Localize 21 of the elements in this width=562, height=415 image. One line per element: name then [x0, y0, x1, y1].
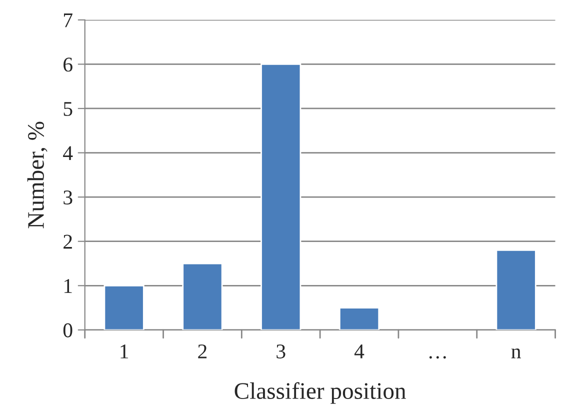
y-tick-label: 4 [63, 146, 73, 160]
x-tick-label: 2 [198, 344, 207, 358]
x-tick-label: n [511, 348, 521, 358]
x-tick-label: 4 [354, 344, 364, 358]
bar [104, 284, 144, 330]
x-axis-title: Classifier position [234, 382, 406, 404]
y-tick-label: 2 [64, 234, 72, 249]
y-tick-label: 0 [63, 323, 72, 338]
x-tick-label: … [429, 356, 446, 359]
y-tick-label: 3 [64, 190, 72, 204]
x-tick-label: 1 [120, 344, 128, 358]
x-tick-label: 3 [276, 344, 286, 358]
bar [496, 250, 536, 330]
y-tick-label: 6 [64, 58, 72, 72]
bar [338, 307, 380, 330]
y-tick-label: 1 [64, 279, 72, 293]
y-tick-label: 5 [64, 102, 72, 116]
bar [182, 262, 223, 330]
y-tick-label: 7 [64, 14, 72, 28]
y-axis-title: Number, % [27, 122, 48, 228]
bar [260, 64, 302, 330]
